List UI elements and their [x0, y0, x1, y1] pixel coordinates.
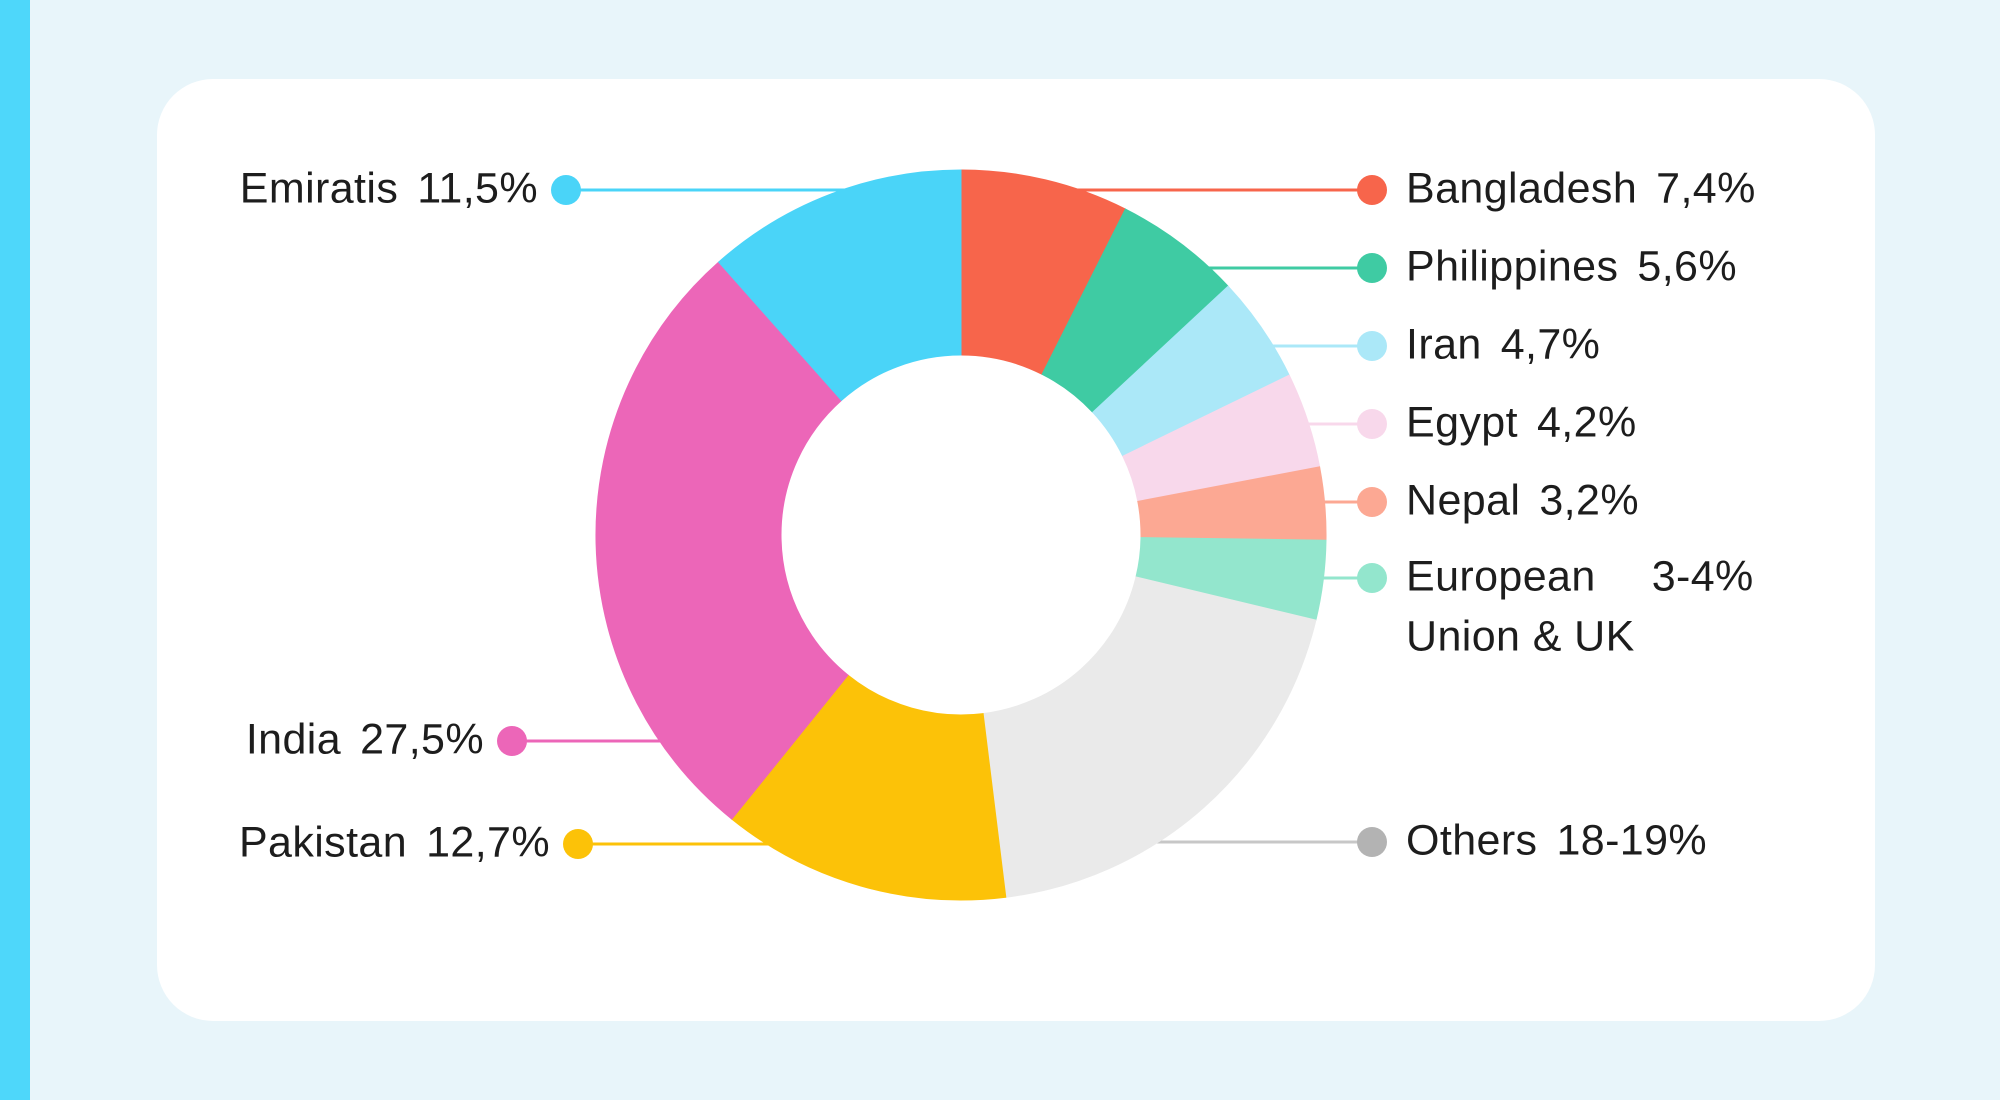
- legend-label-egypt: Egypt: [1406, 398, 1518, 447]
- legend-value-india: 27,5%: [360, 715, 484, 764]
- legend-label-emiratis: Emiratis: [239, 164, 399, 213]
- legend-dot-european-union-uk: [1357, 563, 1387, 593]
- legend-dot-philippines: [1357, 253, 1387, 283]
- legend-value-egypt: 4,2%: [1536, 398, 1637, 447]
- slice-india[interactable]: [595, 261, 849, 820]
- legend-dot-india: [497, 726, 527, 756]
- slice-others[interactable]: [982, 576, 1317, 898]
- legend-value-pakistan: 12,7%: [426, 818, 550, 867]
- legend-value-philippines: 5,6%: [1637, 242, 1737, 291]
- legend-dots: [497, 175, 1387, 859]
- legend-dot-egypt: [1357, 409, 1387, 439]
- legend-label-european-union-uk: European: [1406, 552, 1596, 601]
- legend-item-nepal: Nepal 3,2%: [1406, 477, 1639, 526]
- legend-value-iran: 4,7%: [1500, 320, 1601, 369]
- legend-item-emiratis: Emiratis 11,5%: [240, 165, 538, 214]
- legend-dot-others: [1357, 827, 1387, 857]
- legend-label-india: India: [245, 715, 342, 764]
- legend-label-philippines: Philippines: [1406, 242, 1619, 291]
- legend-value-emiratis: 11,5%: [417, 164, 538, 213]
- legend-dot-emiratis: [551, 175, 581, 205]
- legend-label-european-union-uk-line2: Union & UK: [1406, 612, 1635, 661]
- legend-item-european-union-uk: European 3-4%: [1406, 553, 1754, 602]
- legend-item-bangladesh: Bangladesh 7,4%: [1406, 165, 1756, 214]
- legend-label-iran: Iran: [1406, 320, 1482, 369]
- legend-value-nepal: 3,2%: [1539, 476, 1639, 525]
- legend-dot-bangladesh: [1357, 175, 1387, 205]
- legend-item-india: India 27,5%: [246, 716, 484, 765]
- legend-label-nepal: Nepal: [1406, 476, 1521, 525]
- legend-value-bangladesh: 7,4%: [1656, 164, 1756, 213]
- legend-label-pakistan: Pakistan: [238, 818, 408, 867]
- legend-value-european-union-uk: 3-4%: [1651, 552, 1754, 601]
- left-accent-stripe: [0, 0, 30, 1100]
- slice-emiratis[interactable]: [717, 169, 962, 402]
- legend-item-european-union-uk-line2: Union & UK: [1406, 613, 1635, 662]
- legend-item-pakistan: Pakistan 12,7%: [239, 819, 550, 868]
- legend-item-philippines: Philippines 5,6%: [1406, 243, 1737, 292]
- legend-dot-nepal: [1357, 487, 1387, 517]
- legend-label-others: Others: [1406, 816, 1538, 865]
- legend-item-iran: Iran 4,7%: [1406, 321, 1600, 370]
- legend-label-bangladesh: Bangladesh: [1406, 164, 1638, 213]
- donut-slices: [595, 169, 1327, 901]
- slice-pakistan[interactable]: [731, 674, 1007, 901]
- legend-value-others: 18-19%: [1556, 816, 1708, 865]
- legend-dot-pakistan: [563, 829, 593, 859]
- legend-dot-iran: [1357, 331, 1387, 361]
- legend-item-egypt: Egypt 4,2%: [1406, 399, 1637, 448]
- legend-item-others: Others 18-19%: [1406, 817, 1707, 866]
